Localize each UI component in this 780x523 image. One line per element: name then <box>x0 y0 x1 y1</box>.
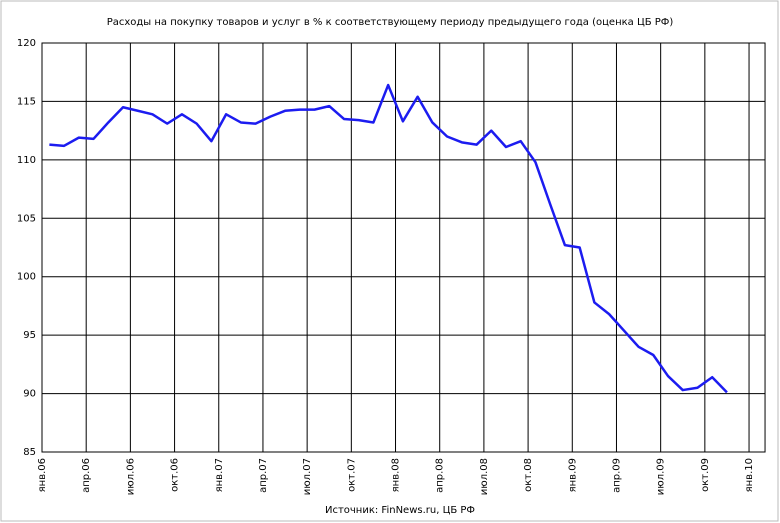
y-tick-label: 100 <box>17 272 36 283</box>
x-tick-label: окт.09 <box>700 458 711 492</box>
y-tick-label: 85 <box>23 447 36 458</box>
x-tick-label: июл.08 <box>479 458 490 495</box>
x-tick-label: янв.07 <box>214 458 225 492</box>
y-tick-label: 105 <box>17 213 36 224</box>
source-note: Источник: FinNews.ru, ЦБ РФ <box>325 505 475 516</box>
x-tick-label: июл.07 <box>302 458 313 495</box>
x-tick-label: апр.07 <box>258 458 269 493</box>
x-tick-label: июл.09 <box>656 458 667 495</box>
y-tick-label: 90 <box>23 389 36 400</box>
data-line <box>49 83 728 394</box>
plot-area <box>41 42 766 453</box>
x-tick-label: янв.09 <box>567 458 578 492</box>
chart-title: Расходы на покупку товаров и услуг в % к… <box>107 17 674 28</box>
x-tick-label: янв.10 <box>744 458 755 492</box>
x-tick-label: апр.09 <box>611 458 622 493</box>
y-tick-label: 115 <box>17 96 36 107</box>
y-tick-label: 120 <box>17 38 36 49</box>
y-tick-label: 95 <box>23 330 36 341</box>
x-tick-label: окт.06 <box>170 458 181 492</box>
x-tick-label: окт.07 <box>346 458 357 492</box>
y-tick-label: 110 <box>17 155 36 166</box>
x-tick-label: апр.06 <box>81 458 92 493</box>
x-tick-label: окт.08 <box>523 458 534 492</box>
x-tick-label: янв.08 <box>391 458 402 492</box>
x-tick-label: апр.08 <box>435 458 446 493</box>
x-tick-label: янв.06 <box>37 458 48 492</box>
x-tick-label: июл.06 <box>125 458 136 495</box>
